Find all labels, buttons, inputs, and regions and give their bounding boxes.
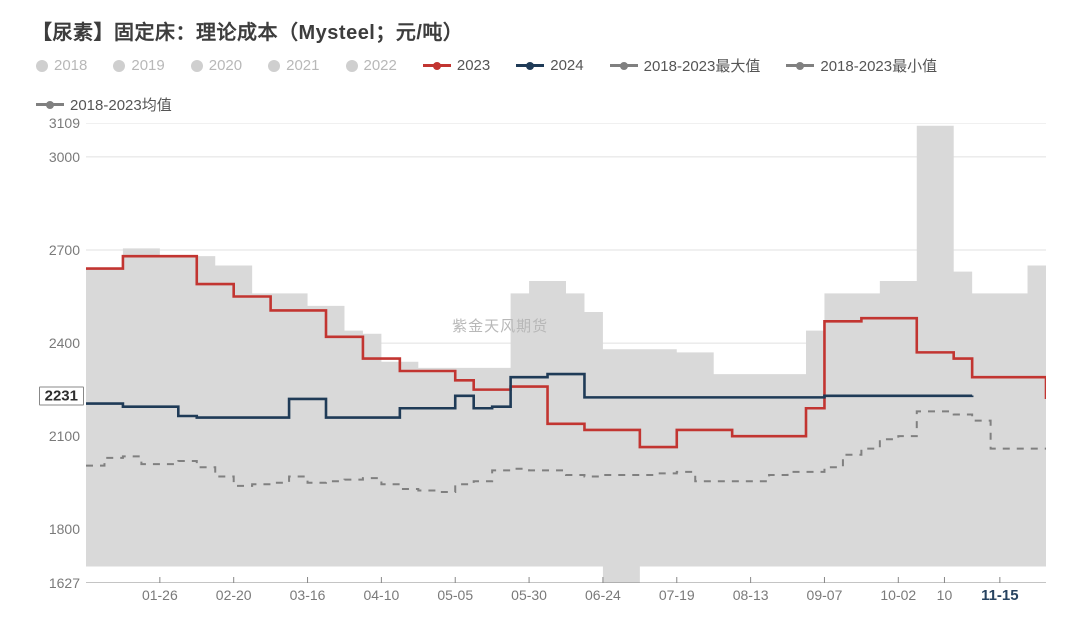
legend-swatch	[346, 60, 358, 72]
legend-label: 2022	[364, 57, 397, 74]
legend-label: 2020	[209, 57, 242, 74]
legend-label: 2023	[457, 57, 490, 74]
legend-item[interactable]: 2020	[191, 57, 242, 74]
y-axis-label: 3000	[49, 149, 80, 165]
x-axis-label: 02-20	[216, 587, 252, 603]
x-axis-current-label: 11-15	[981, 587, 1019, 604]
y-axis-callout: 2231	[39, 386, 84, 405]
x-axis-label: 08-13	[733, 587, 769, 603]
legend-item[interactable]: 2021	[268, 57, 319, 74]
x-axis-label: 05-05	[437, 587, 473, 603]
legend: 2018 2019 2020 2021 2022 2023 2024 2018-2023最大值…	[36, 55, 1060, 115]
legend-item[interactable]: 2018-2023最小值	[786, 55, 937, 76]
plot: 1627180021002400270030003109223101-2602-…	[86, 123, 1046, 583]
y-axis-label: 2400	[49, 335, 80, 351]
y-axis-label: 2100	[49, 428, 80, 444]
range-band	[86, 126, 1046, 583]
legend-swatch	[191, 60, 203, 72]
legend-item[interactable]: 2022	[346, 57, 397, 74]
x-axis-label: 05-30	[511, 587, 547, 603]
legend-swatch	[113, 60, 125, 72]
x-axis-label: 01-26	[142, 587, 178, 603]
legend-item[interactable]: 2023	[423, 57, 490, 74]
chart-title: 【尿素】固定床：理论成本（Mysteel；元/吨）	[32, 16, 1060, 45]
x-axis-label: 09-07	[807, 587, 843, 603]
legend-label: 2018-2023最小值	[820, 55, 937, 76]
chart-area: 1627180021002400270030003109223101-2602-…	[30, 123, 1046, 613]
y-axis-label: 1627	[49, 575, 80, 591]
legend-label: 2021	[286, 57, 319, 74]
legend-swatch	[36, 103, 64, 106]
x-axis-label: 10	[937, 587, 953, 603]
legend-swatch	[423, 64, 451, 67]
x-axis-label: 03-16	[290, 587, 326, 603]
legend-label: 2019	[131, 57, 164, 74]
x-axis-label: 10-02	[880, 587, 916, 603]
x-axis-label: 04-10	[363, 587, 399, 603]
legend-item[interactable]: 2024	[516, 57, 583, 74]
y-axis-label: 1800	[49, 521, 80, 537]
legend-label: 2024	[550, 57, 583, 74]
legend-swatch	[786, 64, 814, 67]
x-axis-label: 06-24	[585, 587, 621, 603]
legend-label: 2018-2023最大值	[644, 55, 761, 76]
legend-item[interactable]: 2018	[36, 57, 87, 74]
y-axis-label: 3109	[49, 115, 80, 131]
x-axis-label: 07-19	[659, 587, 695, 603]
legend-swatch	[36, 60, 48, 72]
legend-swatch	[516, 64, 544, 67]
legend-label: 2018	[54, 57, 87, 74]
legend-item[interactable]: 2018-2023最大值	[610, 55, 761, 76]
legend-swatch	[268, 60, 280, 72]
chart-svg	[86, 123, 1046, 583]
y-axis-label: 2700	[49, 242, 80, 258]
legend-item[interactable]: 2018-2023均值	[36, 94, 172, 115]
legend-item[interactable]: 2019	[113, 57, 164, 74]
legend-label: 2018-2023均值	[70, 94, 172, 115]
legend-swatch	[610, 64, 638, 67]
